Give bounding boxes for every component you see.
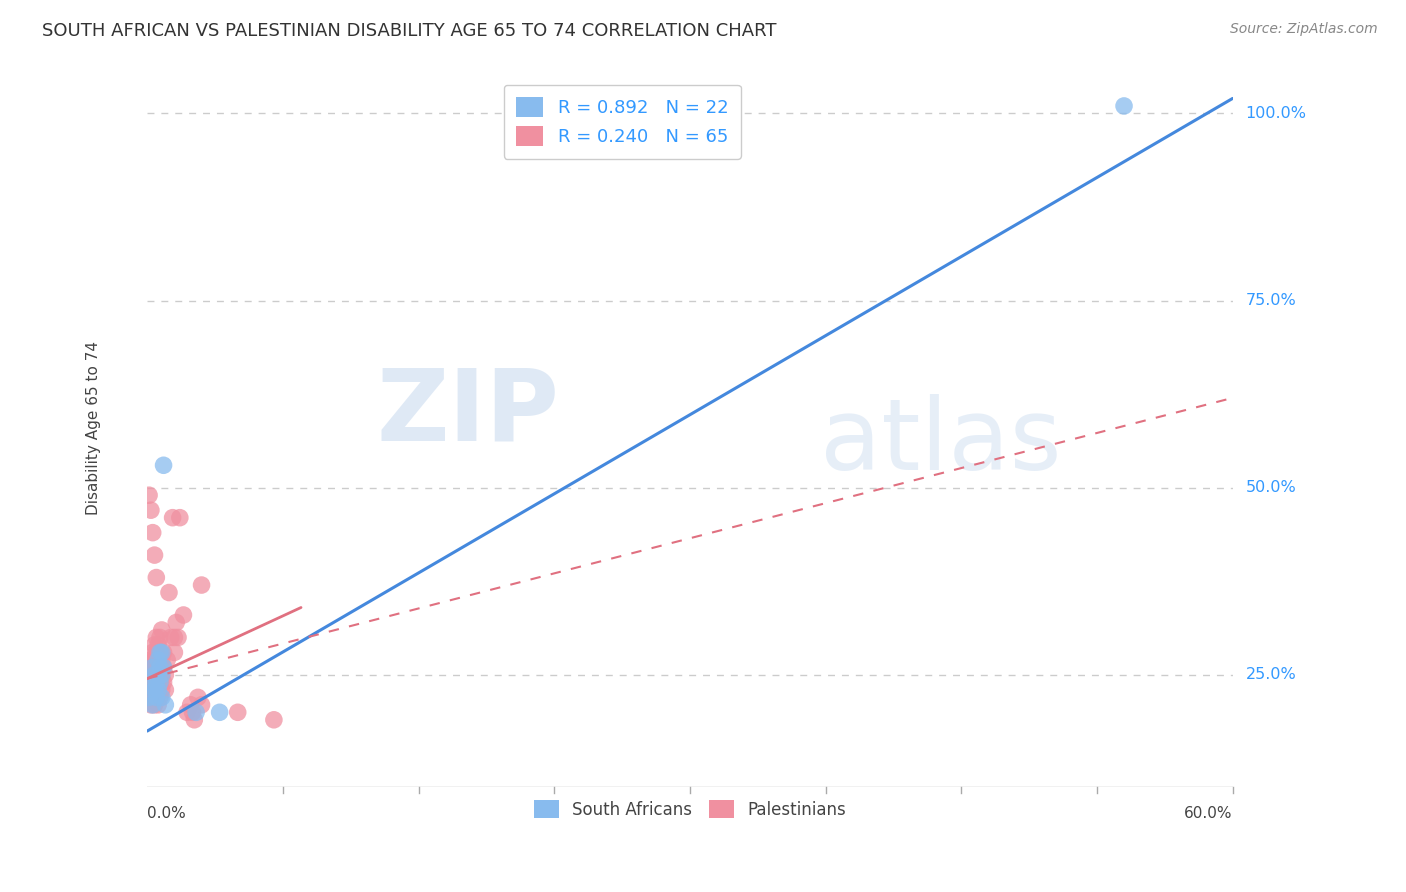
Point [138,660,160,674]
Point [138,690,160,705]
Point [142,682,165,697]
Point [142,675,165,690]
Point [155,668,177,682]
Point [145,675,167,690]
Point [169,510,191,524]
Point [143,682,166,697]
Point [145,690,167,705]
Point [143,668,166,682]
Point [139,503,162,517]
Point [183,713,205,727]
Point [149,631,172,645]
Point [150,653,173,667]
Point [149,645,172,659]
Point [139,698,162,712]
Point [150,690,173,705]
Point [152,458,174,473]
Point [146,668,169,682]
Point [142,698,165,712]
Text: ZIP: ZIP [377,365,560,462]
Point [146,682,169,697]
Point [146,682,169,697]
Point [139,653,162,667]
Point [152,660,174,674]
Point [263,713,285,727]
Point [1112,99,1135,113]
Point [146,653,169,667]
Text: Source: ZipAtlas.com: Source: ZipAtlas.com [1230,22,1378,37]
Point [150,668,173,682]
Text: 100.0%: 100.0% [1246,106,1306,121]
Point [143,682,166,697]
Text: 75.0%: 75.0% [1246,293,1296,308]
Point [156,653,179,667]
Point [146,653,169,667]
Text: 60.0%: 60.0% [1184,805,1233,821]
Text: 50.0%: 50.0% [1246,480,1296,495]
Point [181,706,204,720]
Legend: South Africans, Palestinians: South Africans, Palestinians [527,794,852,826]
Point [150,645,173,659]
Point [145,690,167,705]
Point [146,698,169,712]
Point [155,682,177,697]
Point [149,690,172,705]
Text: SOUTH AFRICAN VS PALESTINIAN DISABILITY AGE 65 TO 74 CORRELATION CHART: SOUTH AFRICAN VS PALESTINIAN DISABILITY … [42,22,776,40]
Point [142,660,165,674]
Point [149,660,172,674]
Point [159,631,181,645]
Point [142,660,165,674]
Point [190,698,212,712]
Point [143,548,166,562]
Point [143,698,166,712]
Point [138,675,160,690]
Point [142,645,165,659]
Point [184,706,207,720]
Point [152,675,174,690]
Point [149,675,172,690]
Point [176,706,198,720]
Point [180,698,202,712]
Point [163,631,186,645]
Point [139,675,162,690]
Point [150,668,173,682]
Point [145,645,167,659]
Point [146,638,169,652]
Point [149,645,172,659]
Point [150,623,173,637]
Point [226,706,249,720]
Point [152,660,174,674]
Point [145,660,167,674]
Point [138,690,160,705]
Point [149,675,172,690]
Text: atlas: atlas [820,393,1062,491]
Point [143,653,166,667]
Point [208,706,231,720]
Point [172,607,194,622]
Point [190,578,212,592]
Point [157,585,180,599]
Point [162,510,184,524]
Point [145,631,167,645]
Point [145,570,167,584]
Point [142,525,165,540]
Point [138,488,160,502]
Point [143,668,166,682]
Point [167,631,190,645]
Point [163,645,186,659]
Point [150,682,173,697]
Text: 25.0%: 25.0% [1246,667,1296,682]
Point [152,645,174,659]
Point [145,675,167,690]
Point [187,690,209,705]
Text: 0.0%: 0.0% [148,805,186,821]
Point [149,660,172,674]
Point [165,615,187,630]
Point [139,682,162,697]
Text: Disability Age 65 to 74: Disability Age 65 to 74 [86,341,100,515]
Point [139,668,162,682]
Point [142,690,165,705]
Point [155,698,177,712]
Point [143,638,166,652]
